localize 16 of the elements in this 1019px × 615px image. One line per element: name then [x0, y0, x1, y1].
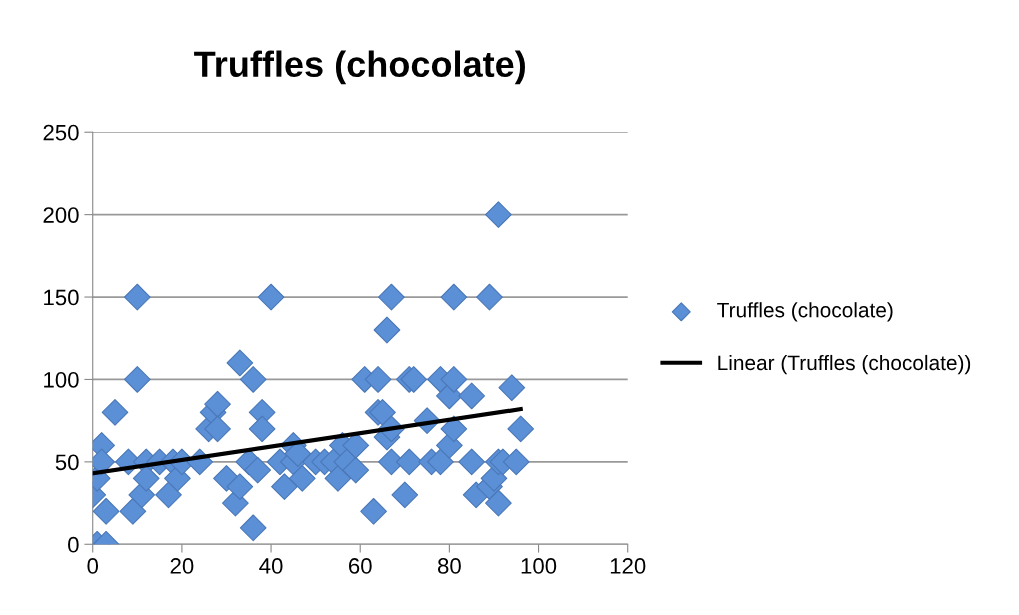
legend-label: Truffles (chocolate)	[717, 302, 893, 322]
y-tick-label: 200	[43, 207, 79, 223]
x-tick-label: 80	[437, 558, 461, 574]
y-tick-label: 150	[44, 289, 79, 306]
x-tick-label: 120	[610, 558, 646, 574]
y-tick-label: 250	[43, 124, 79, 141]
y-tick-label: 0	[68, 536, 79, 553]
x-tick-label: 100	[521, 558, 557, 574]
chart-title: Truffles (chocolate)	[194, 50, 525, 85]
y-tick-label: 100	[44, 371, 79, 388]
y-tick-label: 50	[55, 454, 79, 471]
x-tick-label: 20	[170, 558, 194, 574]
x-tick-label: 40	[259, 558, 283, 574]
x-tick-label: 0	[87, 558, 99, 574]
x-tick-label: 60	[348, 558, 372, 574]
legend-label: Linear (Truffles (chocolate))	[718, 354, 971, 375]
